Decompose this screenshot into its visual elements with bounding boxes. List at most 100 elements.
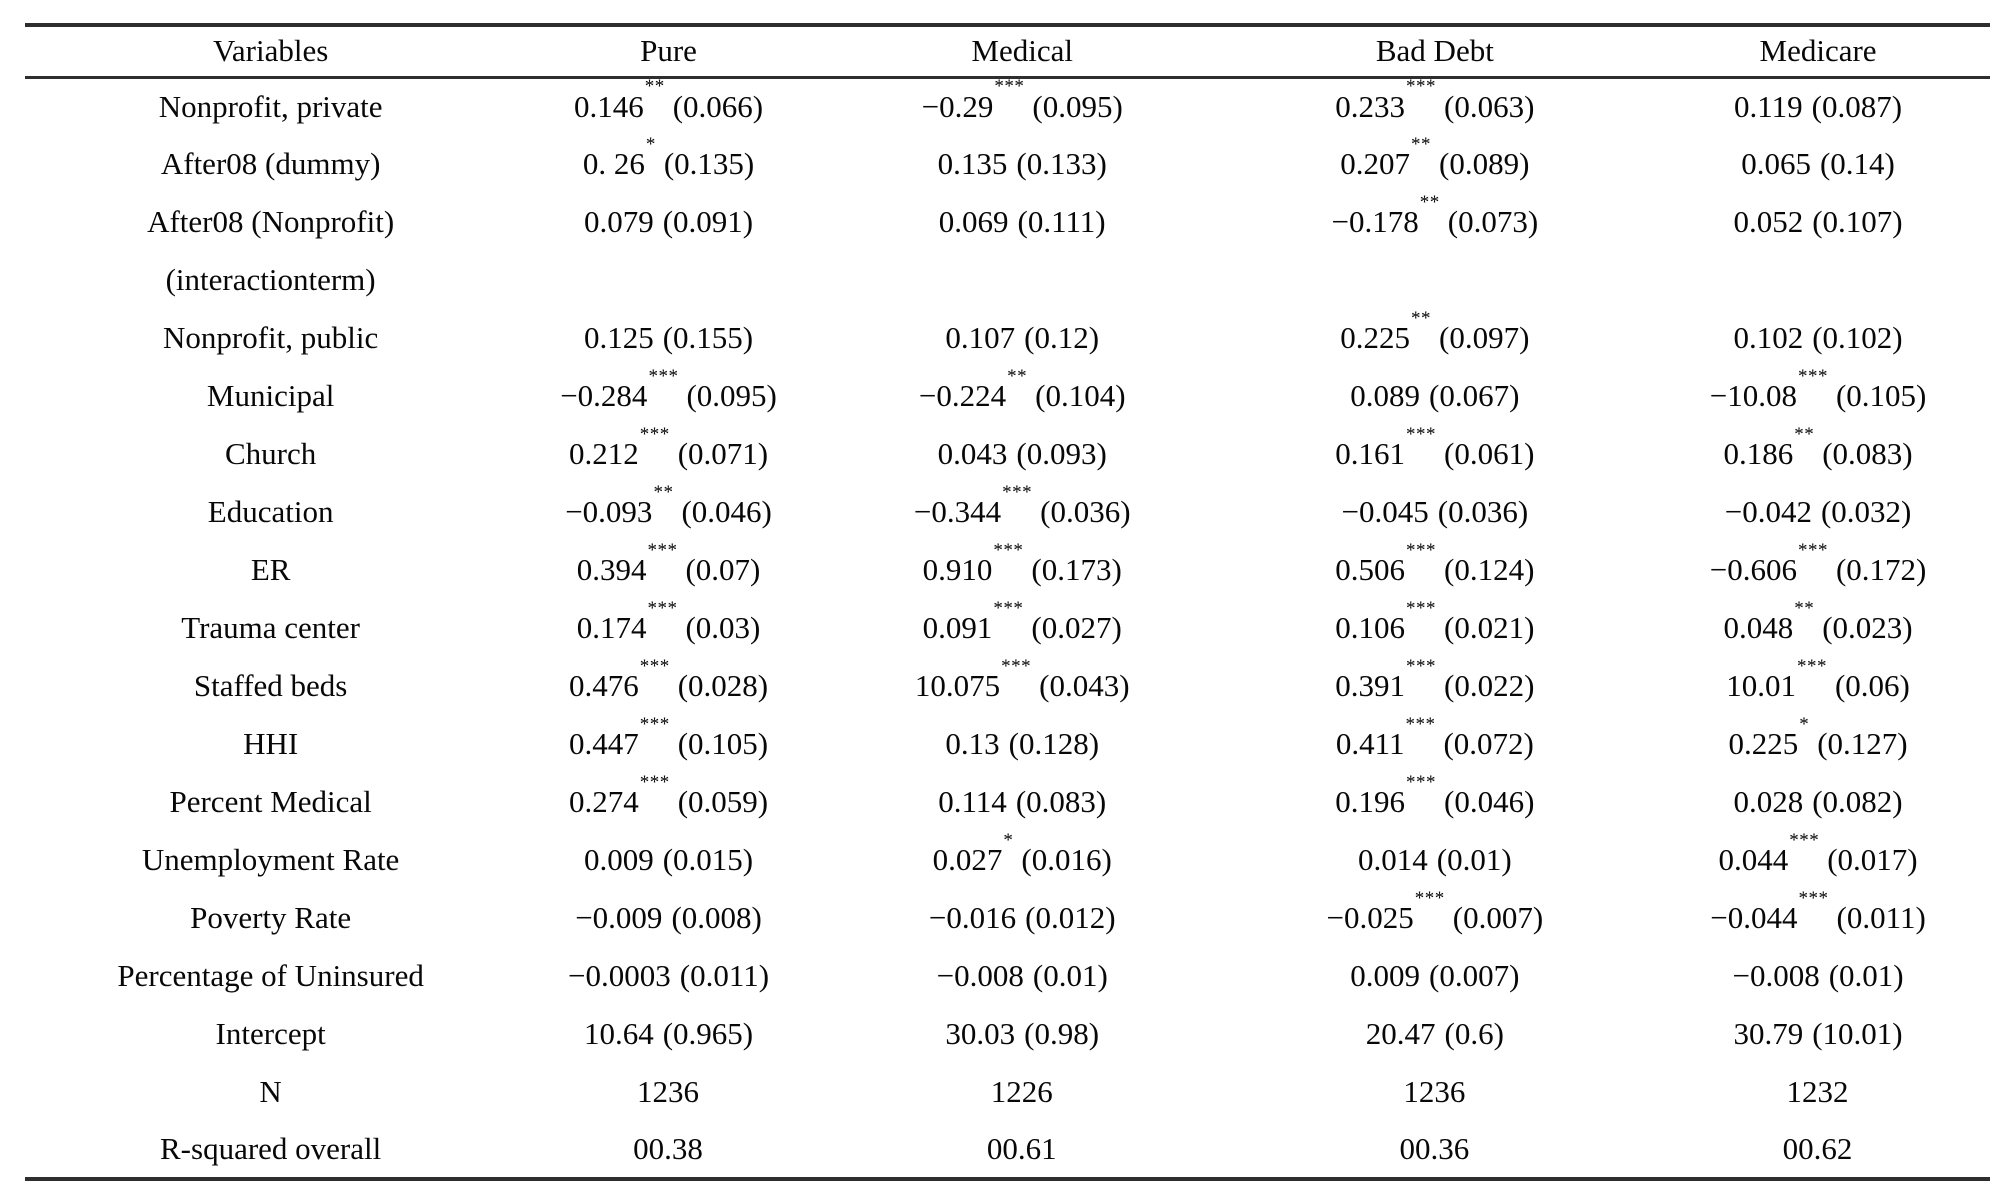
row-label: After08 (Nonprofit) (147, 204, 395, 239)
table-row: Education −0.093**(0.046) −0.344***(0.03… (25, 483, 1990, 541)
cell-bad-debt: 0.089 (0.067) (1224, 367, 1646, 425)
cell-medicare: 0.119 (0.087) (1646, 77, 1990, 135)
coefficient-value: 0.079 (583, 204, 654, 239)
column-header-medical: Medical (820, 25, 1224, 79)
cell-medicare (1646, 251, 1990, 309)
standard-error: (0.093) (1016, 436, 1107, 471)
cell-medical: 0.091***(0.027) (922, 599, 1122, 645)
row-label: Nonprofit, public (163, 320, 379, 355)
coefficient-value: 0.174 (576, 610, 647, 645)
coefficient-value: 0.069 (938, 204, 1009, 239)
standard-error: (0.089) (1439, 146, 1530, 181)
standard-error: (0.14) (1819, 146, 1895, 181)
cell-pure: −0.0003 (0.011) (516, 947, 821, 1005)
cell-pure (516, 251, 821, 309)
cell-pure: 0.212***(0.071) (568, 425, 769, 471)
cell-bad-debt: 0.506***(0.124) (1335, 541, 1535, 587)
coefficient-value: 0.186 (1723, 436, 1794, 471)
row-label: After08 (dummy) (160, 146, 381, 181)
cell-bad-debt: 1236 (1224, 1063, 1646, 1121)
coefficient-value: 0.044 (1718, 842, 1789, 877)
standard-error: (0.082) (1812, 784, 1903, 819)
cell-bad-debt: 0.233***(0.063) (1335, 77, 1535, 124)
coefficient-value: −0.008 (936, 958, 1024, 993)
standard-error: (0.965) (662, 1016, 754, 1051)
standard-error: (0.028) (677, 668, 769, 703)
coefficient-value: −0.178 (1331, 204, 1419, 239)
cell-pure: 00.38 (516, 1121, 821, 1179)
standard-error: (0.104) (1035, 378, 1126, 413)
cell-bad-debt: 00.36 (1224, 1121, 1646, 1179)
coefficient-value: −0.093 (565, 494, 653, 529)
cell-pure: −0.009 (0.008) (516, 889, 821, 947)
standard-error: (0.046) (1444, 784, 1535, 819)
cell-pure: 0.146**(0.066) (573, 77, 764, 124)
cell-bad-debt: 0.411***(0.072) (1335, 715, 1534, 761)
coefficient-value: 0.225 (1340, 320, 1411, 355)
coefficient-value: 0.476 (568, 668, 639, 703)
cell-pure: 0.476***(0.028) (568, 657, 769, 703)
table-row: Trauma center 0.174***(0.03) 0.091***(0.… (25, 599, 1990, 657)
standard-error: (0.036) (1437, 494, 1529, 529)
row-label: Unemployment Rate (141, 842, 400, 877)
standard-error: (0.133) (1016, 146, 1107, 181)
coefficient-value: −0.606 (1709, 552, 1797, 587)
cell-pure: 0.447***(0.105) (568, 715, 769, 761)
cell-bad-debt: 0.161***(0.061) (1335, 425, 1535, 471)
coefficient-value: 0.394 (576, 552, 647, 587)
row-label: N (259, 1074, 282, 1109)
cell-pure: −0.284***(0.095) (560, 367, 777, 413)
standard-error: (0.073) (1447, 204, 1539, 239)
cell-medical: 1226 (821, 1063, 1224, 1121)
standard-error: (0.016) (1021, 842, 1112, 877)
cell-medical: 0.135 (0.133) (821, 135, 1224, 193)
cell-bad-debt: 0.207**(0.089) (1340, 135, 1530, 181)
cell-pure: −0.093**(0.046) (565, 483, 772, 529)
standard-error: (0.011) (679, 958, 770, 993)
coefficient-value: −0.016 (928, 900, 1017, 935)
coefficient-value: 00.61 (986, 1131, 1057, 1166)
standard-error: (0.087) (1811, 88, 1903, 124)
coefficient-value: 30.03 (945, 1016, 1016, 1051)
coefficient-value: −0.025 (1326, 900, 1414, 935)
cell-bad-debt: 0.106***(0.021) (1335, 599, 1535, 645)
standard-error: (0.007) (1452, 900, 1544, 935)
cell-medicare: −0.008 (0.01) (1646, 947, 1990, 1005)
coefficient-value: 10.075 (914, 668, 1001, 703)
cell-pure: 0.125 (0.155) (516, 309, 821, 367)
cell-medicare: 0.102 (0.102) (1646, 309, 1990, 367)
row-label: R-squared overall (160, 1131, 382, 1166)
standard-error: (0.021) (1444, 610, 1535, 645)
standard-error: (0.066) (672, 88, 764, 124)
coefficient-value: 00.38 (633, 1131, 703, 1166)
coefficient-value: −0.009 (575, 900, 663, 935)
standard-error: (0.059) (677, 784, 769, 819)
standard-error: (0.102) (1812, 320, 1903, 355)
table-row: Intercept 10.64 (0.965) 30.03 (0.98) 20.47… (25, 1005, 1990, 1063)
standard-error: (0.063) (1444, 88, 1535, 124)
standard-error: (0.032) (1820, 494, 1912, 529)
cell-medicare: 0.052 (0.107) (1646, 193, 1990, 251)
cell-medical: −0.224**(0.104) (918, 367, 1126, 413)
cell-medicare: 0.044***(0.017) (1718, 831, 1918, 877)
table-row: Nonprofit, public 0.125 (0.155) 0.107 (0.1… (25, 309, 1990, 367)
coefficient-value: 10.64 (583, 1016, 654, 1051)
row-label: (interactionterm) (165, 262, 376, 297)
cell-medicare: 1232 (1646, 1063, 1990, 1121)
row-label: Poverty Rate (190, 900, 352, 935)
table-row: After08 (dummy) 0. 26*(0.135) 0.135 (0.13… (25, 135, 1990, 193)
cell-medicare: 30.79 (10.01) (1646, 1005, 1990, 1063)
table-header-row: Variables Pure Medical Bad Debt Medicare (25, 25, 1990, 79)
coefficient-value: 0.207 (1340, 146, 1411, 181)
row-label: Municipal (206, 378, 335, 413)
coefficient-value: 0.043 (937, 436, 1008, 471)
cell-medicare: 0.065 (0.14) (1646, 135, 1990, 193)
coefficient-value: −0.284 (560, 378, 648, 413)
coefficient-value: −0.008 (1732, 958, 1820, 993)
cell-medicare: 00.62 (1646, 1121, 1990, 1179)
coefficient-value: 0.048 (1723, 610, 1794, 645)
standard-error: (0.083) (1015, 784, 1107, 819)
table-row: Municipal −0.284***(0.095) −0.224**(0.10… (25, 367, 1990, 425)
coefficient-value: 0.391 (1335, 668, 1406, 703)
coefficient-value: 0.447 (568, 726, 639, 761)
